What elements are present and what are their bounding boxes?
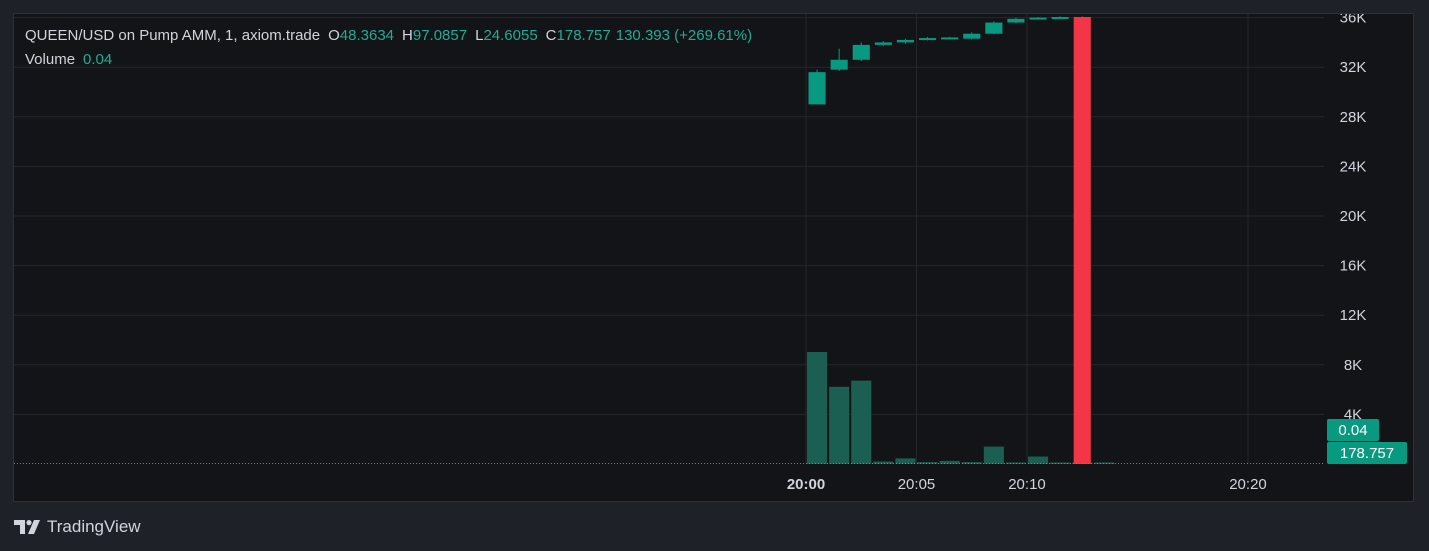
volume-badge-text: 0.04 — [1338, 422, 1367, 439]
y-tick-label: 24K — [1340, 158, 1367, 175]
candle-body — [1007, 18, 1025, 23]
volume-legend: Volume 0.04 — [25, 51, 112, 68]
symbol-title[interactable]: QUEEN/USD on Pump AMM, 1, axiom.trade — [25, 27, 321, 44]
candle-body — [896, 39, 914, 43]
low-label: L — [475, 27, 484, 44]
price-badge-text: 178.757 — [1340, 445, 1394, 462]
volume-bar — [807, 352, 828, 464]
y-tick-label: 8K — [1344, 357, 1362, 374]
tradingview-brand[interactable]: TradingView — [14, 517, 141, 537]
high-label: H — [402, 27, 413, 44]
candle-body — [852, 44, 870, 60]
candle-body — [941, 37, 959, 40]
candle-body — [1073, 16, 1091, 464]
candle-body — [919, 38, 937, 41]
volume-label[interactable]: Volume — [25, 51, 76, 68]
volume-bar — [895, 458, 916, 464]
candle-body — [808, 72, 826, 105]
price-badge-bg — [1327, 442, 1407, 464]
volume-bar — [829, 386, 850, 464]
chart-panel[interactable]: 4K 8K 12K 16K 20K 24K 28K 32K 36K 20:00 20:05 20:10… — [13, 13, 1414, 502]
y-tick-label: 32K — [1340, 59, 1367, 76]
y-tick-label: 36K — [1340, 14, 1367, 27]
open-value: 48.3634 — [339, 27, 395, 44]
x-tick-label: 20:10 — [1008, 476, 1046, 493]
close-value: 178.757 — [556, 27, 611, 44]
volume-bar — [1050, 462, 1071, 464]
brand-name: TradingView — [47, 517, 141, 536]
x-tick-label: 20:00 — [787, 476, 825, 493]
volume-bar — [873, 461, 894, 464]
y-tick-label: 16K — [1340, 258, 1367, 275]
close-label: C — [545, 27, 557, 44]
volume-bar — [1028, 456, 1049, 464]
volume-badge-bg — [1327, 419, 1379, 441]
high-value: 97.0857 — [412, 27, 468, 44]
open-label: O — [328, 27, 340, 44]
low-value: 24.6055 — [483, 27, 538, 44]
volume-bar — [983, 446, 1004, 464]
tradingview-logo-icon — [14, 520, 40, 534]
volume-value: 0.04 — [83, 51, 113, 68]
candle-body — [830, 59, 848, 70]
candle-body — [1051, 16, 1069, 19]
candle-body — [1029, 17, 1047, 20]
candle-body — [874, 42, 892, 45]
y-tick-label: 12K — [1340, 307, 1367, 324]
y-tick-label: 28K — [1340, 109, 1367, 126]
change-value: 130.393 (+269.61%) — [615, 27, 753, 44]
chart-legend: QUEEN/USD on Pump AMM, 1, axiom.trade O48… — [25, 27, 752, 44]
volume-bar — [917, 462, 938, 464]
volume-bar — [1005, 462, 1026, 464]
volume-bar — [939, 460, 960, 464]
x-tick-label: 20:20 — [1229, 476, 1267, 493]
volume-bar — [851, 380, 872, 464]
y-tick-label: 20K — [1340, 208, 1367, 225]
candle-body — [963, 33, 981, 39]
x-tick-label: 20:05 — [898, 476, 936, 493]
volume-bar — [1094, 462, 1115, 464]
candle-body — [985, 22, 1003, 34]
